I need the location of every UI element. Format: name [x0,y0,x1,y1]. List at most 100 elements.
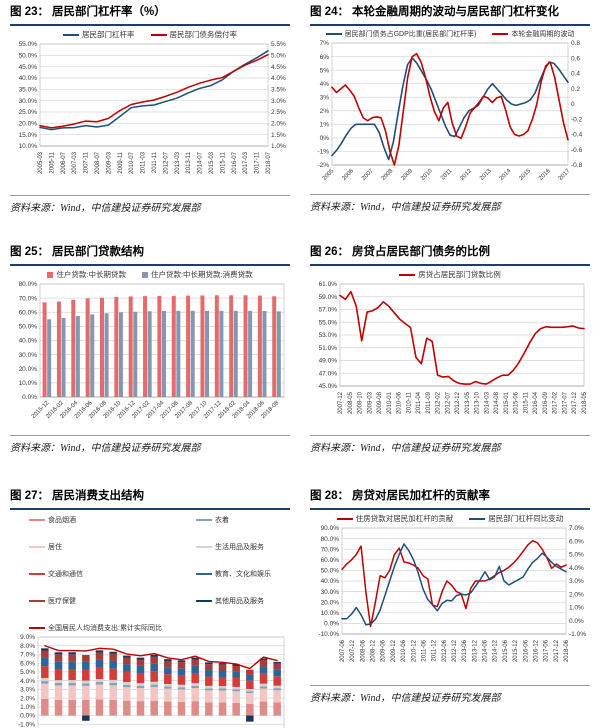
x-axis-tick-label: 2012-07 [163,152,169,175]
stacked-bar-segment [54,669,63,681]
stacked-bar-segment [218,686,227,689]
bar [243,295,248,398]
stacked-bar-segment [232,689,240,692]
left-axis-tick-label: 3.0% [20,687,35,694]
figure-title-text: 房贷对居民加杠杆的贡献率 [352,490,490,502]
bar [176,311,181,398]
left-axis-tick-label: 0.0% [22,394,37,401]
chart-canvas: 90.0% 80.0% 70.0% 60.0% 50.0% 40.0% 30.0% 20.0%… [318,525,586,663]
x-axis-tick-label: 2009-11 [118,152,124,174]
x-axis-tick-label: 2010-12 [411,640,417,663]
stacked-bar-segment [82,680,90,684]
legend-item: 全国居民人均消费支出:累计实际同比 [29,623,162,633]
left-axis-tick-label: 7.0% [20,652,35,659]
left-axis-tick-label: 30.0% [19,352,38,359]
x-axis-tick-label: 2017-12 [554,640,560,663]
left-axis-tick-label: 49.0% [319,358,338,365]
stacked-bar-segment [246,675,254,681]
legend-marker-icon [195,572,212,575]
stacked-bar-segment [109,685,117,701]
left-axis-tick-label: 10.0% [19,380,38,387]
legend-label: 教育、文化和娱乐 [214,570,271,578]
stacked-bar-segment [54,700,63,716]
series-line [39,54,269,129]
chart-canvas: 9.0% 8.0% 7.0% 6.0%5.0% 4.0% 3.0% 2.0%1.0% 0.0%… [18,634,285,728]
x-axis-tick-label: 2012-07 [445,392,451,415]
x-axis-tick-label: 2010-01 [387,392,393,415]
stacked-bar-segment [150,687,158,701]
stacked-bar-segment [177,687,186,690]
stacked-bar-segment [205,676,213,687]
stacked-bar-segment [150,655,158,658]
legend-marker-icon [195,599,212,602]
x-axis-tick-label: 2010-11 [406,392,412,414]
series-line [331,57,569,161]
chart-legend: 住房贷款对居民加杠杆的贡献 居民部门杠杆同比变动 [310,513,590,524]
stacked-bar-segment [232,664,240,667]
stacked-bar-segment [232,678,240,688]
legend-item: 生活用品及服务 [195,542,271,552]
x-axis-tick-label: 2011-06 [421,640,427,662]
stacked-bar-segment [218,702,227,716]
bar [229,295,234,398]
figure-title: 图 23： 居民部门杠杆率（%） [10,6,290,27]
chart-legend: 居民部门杠杆率 居民部门债务偿付率 [10,29,290,40]
figure-title-text: 居民消费支出结构 [52,490,144,502]
x-axis-tick-label: 2008-05 [348,392,354,415]
stacked-bar-segment [123,657,131,665]
stacked-bar-segment [177,684,186,688]
stacked-bar-segment [246,691,254,694]
x-axis-tick-label: 2011 [440,168,454,182]
stacked-bar-segment [68,685,76,701]
bar [114,297,119,398]
stacked-bar-segment [82,683,90,687]
stacked-bar-segment [41,683,49,700]
legend-label: 居住 [48,543,63,551]
right-axis-tick-label: 2.0% [569,592,584,599]
x-axis-tick-label: 2007-12 [338,392,344,415]
left-axis-tick-label: 9.0% [20,634,35,641]
x-axis-tick-label: 2013-06 [462,640,468,663]
bar [186,295,191,398]
figure-panel-25: 图 25： 居民部门贷款结构 住户贷款:中长期贷款 住户贷款:中长期贷款:消费贷款 … [0,240,300,484]
left-axis-tick-label: 59.0% [319,294,338,301]
bar [276,311,281,398]
left-axis-tick-label: -1% [317,149,329,156]
stacked-bar-segment [54,680,63,684]
legend-label: 居民部门债务偿付率 [169,30,238,40]
stacked-bar-segment [259,701,268,716]
legend-label: 生活用品及服务 [214,543,264,551]
figure-title: 图 24： 本轮金融周期的波动与居民部门杠杆变化 [310,6,590,27]
stacked-bar-segment [164,667,172,675]
stacked-bar-segment [164,659,172,662]
figure-panel-24: 图 24： 本轮金融周期的波动与居民部门杠杆变化 居民部门债务占GDP比重(居民部… [300,0,600,240]
stacked-bar-segment [123,682,131,685]
x-axis-tick-label: 2011-04 [416,392,422,414]
left-axis-tick-label: 53.0% [319,332,338,339]
chart-legend: 食品烟酒 居住 交通和通信 医疗保健 全国居民人均消费支出:累计实际同比 衣着 生活用品及服… [10,514,290,633]
stacked-bar-segment [136,701,145,716]
stacked-bar-segment [218,663,227,665]
stacked-bar-segment [95,659,104,668]
legend-marker-icon [29,599,46,602]
stacked-bar-segment [41,658,49,667]
x-axis-tick-label: 2018-07 [266,152,272,175]
right-axis-tick-label: 2.0% [271,121,286,128]
stacked-bar-segment [218,688,227,691]
bar [133,312,138,398]
chart-canvas: 80.0% 70.0% 60.0% 50.0% 40.0% 30.0% 20.0% 10.0%… [19,281,285,420]
legend-item: 居民部门债务占GDP比重(居民部门杠杆率) [325,29,476,39]
right-axis-tick-label: 7.0% [569,525,584,532]
stacked-bar-segment [123,671,131,683]
stacked-bar-segment [54,661,63,670]
source-text: 资料来源：Wind，中信建投证券研究发展部 [310,202,501,214]
legend-marker-icon [469,517,486,520]
x-axis-tick-label: 2008-12 [371,640,377,663]
bar [262,311,267,398]
stacked-bar-segment [205,686,213,689]
legend-label: 交通和通信 [48,570,84,578]
plot-border [339,283,585,387]
legend-marker-icon [492,33,509,36]
left-axis-tick-label: 60.0% [19,310,38,317]
x-axis-tick-label: 2005-11 [49,152,55,174]
